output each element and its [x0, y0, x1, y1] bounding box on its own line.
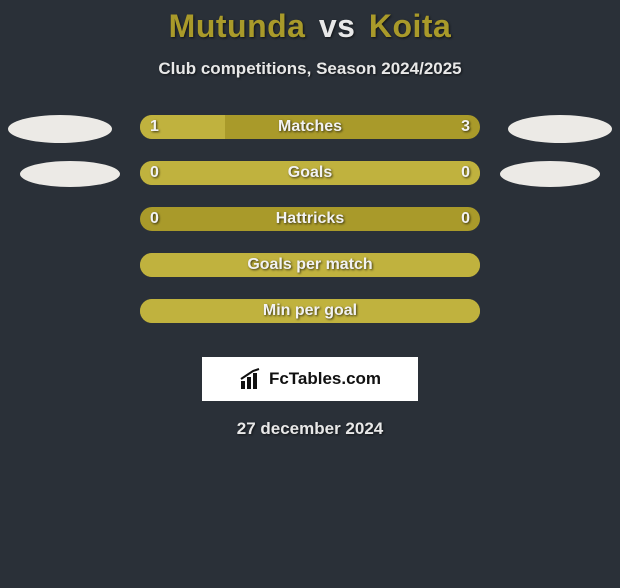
- brand-text: FcTables.com: [269, 369, 381, 389]
- stat-left-value: 1: [150, 115, 159, 139]
- bar-left-fill: [140, 253, 480, 277]
- stat-left-value: 0: [150, 161, 159, 185]
- chart-icon: [239, 367, 263, 391]
- bar-track: 1 3 Matches: [140, 115, 480, 139]
- bar-track: Goals per match: [140, 253, 480, 277]
- player1-name: Mutunda: [169, 8, 306, 44]
- bar-track: 0 0 Hattricks: [140, 207, 480, 231]
- stat-right-value: 0: [461, 207, 470, 231]
- page-title: Mutunda vs Koita: [0, 8, 620, 45]
- player2-name: Koita: [369, 8, 452, 44]
- stat-row: 0 0 Hattricks: [0, 207, 620, 253]
- stat-left-value: 0: [150, 207, 159, 231]
- bar-left-fill: [140, 161, 480, 185]
- date-label: 27 december 2024: [0, 419, 620, 439]
- stat-row: Min per goal: [0, 299, 620, 345]
- bar-track: 0 0 Goals: [140, 161, 480, 185]
- comparison-rows: 1 3 Matches 0 0 Goals 0 0 Hattricks Goal…: [0, 115, 620, 345]
- stat-row: 0 0 Goals: [0, 161, 620, 207]
- bar-left-fill: [140, 299, 480, 323]
- stat-right-value: 0: [461, 161, 470, 185]
- stat-right-value: 3: [461, 115, 470, 139]
- brand-box: FcTables.com: [202, 357, 418, 401]
- stat-row: 1 3 Matches: [0, 115, 620, 161]
- stat-label: Hattricks: [140, 207, 480, 231]
- subtitle: Club competitions, Season 2024/2025: [0, 59, 620, 79]
- bar-track: Min per goal: [140, 299, 480, 323]
- vs-label: vs: [319, 8, 356, 44]
- stat-row: Goals per match: [0, 253, 620, 299]
